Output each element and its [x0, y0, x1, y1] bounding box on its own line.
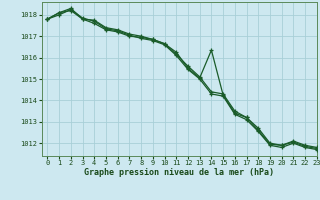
X-axis label: Graphe pression niveau de la mer (hPa): Graphe pression niveau de la mer (hPa) — [84, 168, 274, 177]
